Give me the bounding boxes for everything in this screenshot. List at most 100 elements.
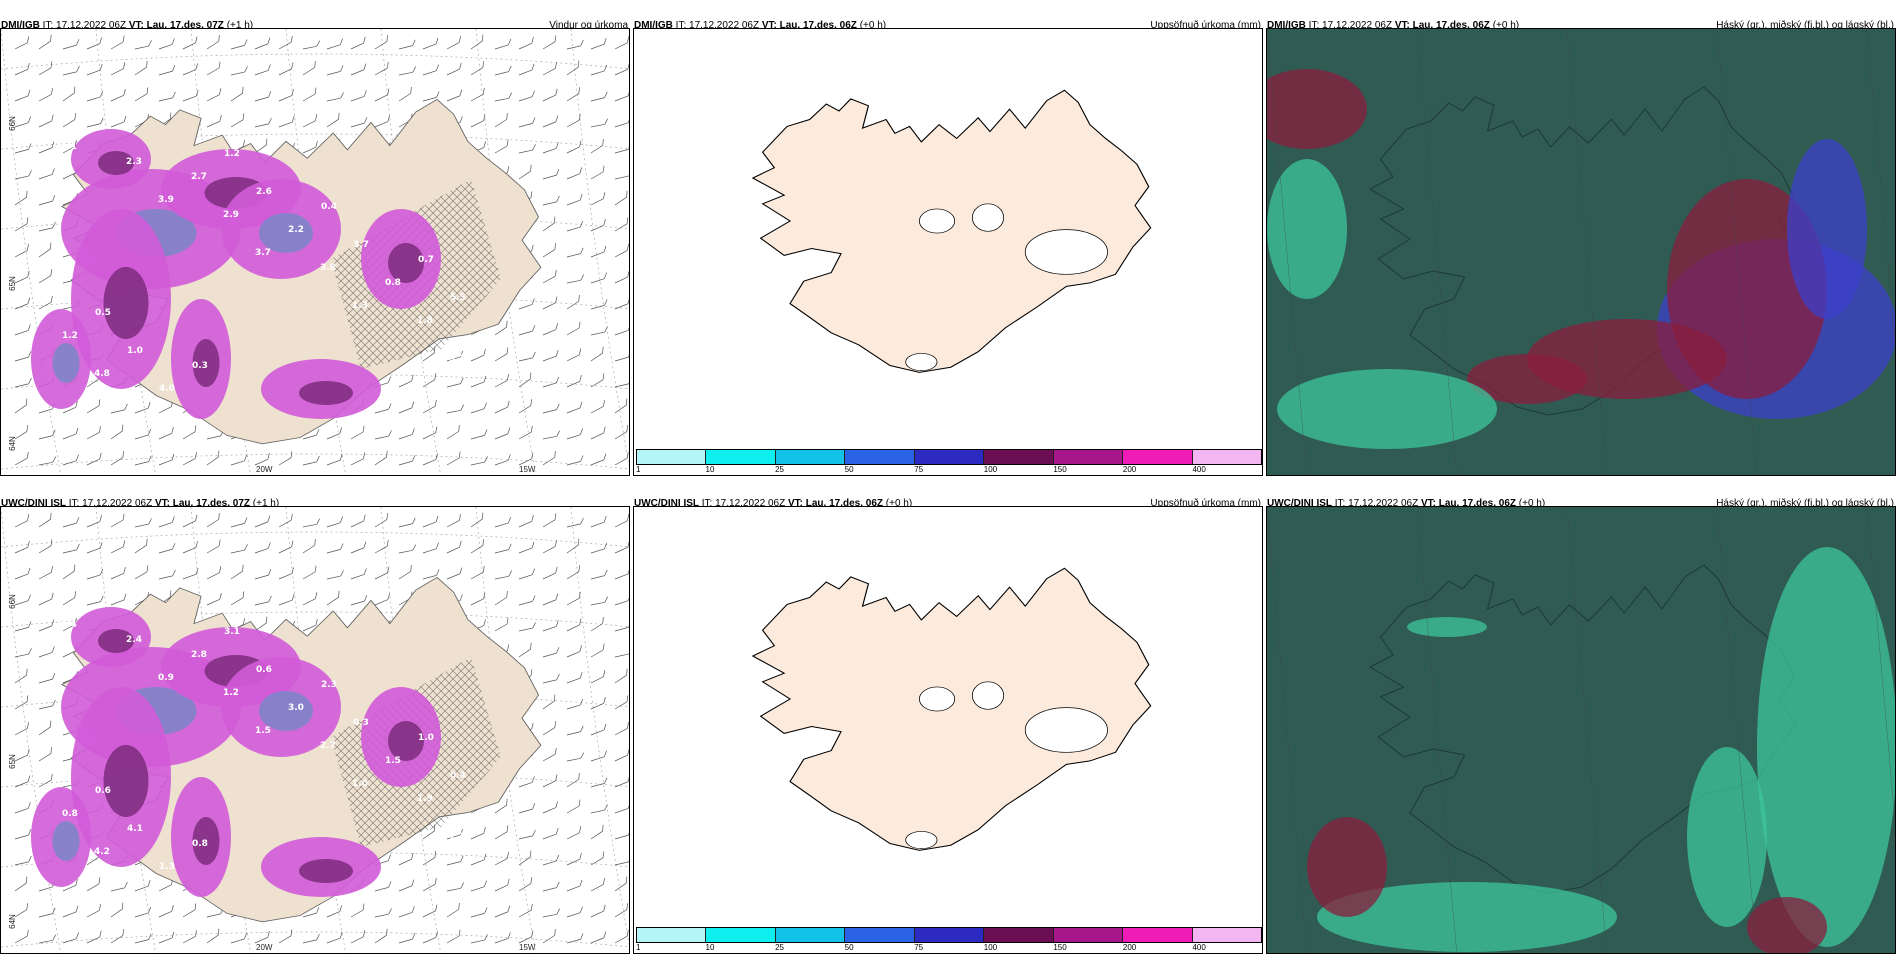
precip-value-label: 2.7 (320, 741, 336, 751)
panel-title: Háský (gr.), miðský (fj.bl.) og lágský (… (1716, 20, 1894, 31)
cloud-area (1787, 139, 1867, 319)
init-time: IT: 17.12.2022 06Z (675, 20, 760, 31)
map-frame[interactable]: 1 10 25 50 75 100 150 200 400 (633, 506, 1263, 954)
panel-wind-precip-uwc: UWC/DINI ISL IT: 17.12.2022 06Z VT: Lau.… (0, 492, 630, 954)
lead-time: (+1 h) (226, 20, 254, 31)
latitude-label: 64N (7, 914, 17, 929)
colorbar-swatch (637, 450, 707, 464)
precip-value-label: 0.8 (192, 839, 208, 849)
cloud-area (1407, 617, 1487, 637)
precip-value-label: 0.9 (158, 673, 174, 683)
latitude-label: 64N (7, 436, 17, 451)
precip-core (52, 343, 80, 383)
precip-value-label: 1.2 (62, 331, 78, 341)
colorbar-tick-label: 75 (914, 943, 924, 952)
panel-title: Háský (gr.), miðský (fj.bl.) og lágský (… (1716, 498, 1894, 509)
colorbar-swatch (1123, 450, 1193, 464)
precip-core (52, 821, 80, 861)
precip-value-label: 1.0 (352, 779, 368, 789)
precip-value-label: 1.5 (385, 756, 401, 766)
init-time: IT: 17.12.2022 06Z (701, 498, 786, 509)
cloud-area (1747, 897, 1827, 953)
lead-time: (+0 h) (1518, 498, 1546, 509)
colorbar-tick-label: 75 (914, 465, 924, 474)
glacier-shape (905, 353, 938, 371)
precip-value-label: 0.6 (256, 665, 272, 675)
glacier-shape (905, 831, 938, 849)
precip-core (192, 817, 220, 865)
colorbar-swatch (1192, 450, 1261, 464)
colorbar-tick-label: 50 (844, 465, 854, 474)
colorbar-tick-label: 100 (983, 943, 998, 952)
init-time: IT: 17.12.2022 06Z (1308, 20, 1393, 31)
precip-value-label: 3.8 (320, 263, 336, 273)
longitude-label: 15W (519, 943, 536, 952)
colorbar-swatch (1053, 928, 1124, 942)
valid-time: VT: Lau. 17.des. 06Z (1420, 498, 1517, 509)
precip-value-label: 0.3 (192, 361, 208, 371)
panel-header: DMI/IGB IT: 17.12.2022 06Z VT: Lau. 17.d… (633, 14, 1263, 38)
colorbar (636, 449, 1262, 465)
valid-time: VT: Lau. 17.des. 07Z (128, 20, 224, 31)
precip-core (388, 721, 424, 761)
init-time: IT: 17.12.2022 06Z (1334, 498, 1419, 509)
panel-clouds-uwc: UWC/DINI ISL IT: 17.12.2022 06Z VT: Lau.… (1266, 492, 1896, 954)
colorbar-swatch (775, 450, 846, 464)
precip-core (103, 267, 149, 339)
lead-time: (+0 h) (885, 498, 913, 509)
panel-header: UWC/DINI ISL IT: 17.12.2022 06Z VT: Lau.… (0, 492, 630, 516)
colorbar-swatch (1053, 450, 1124, 464)
map-frame[interactable]: 1.1 3.9 3.7 1.3 3.7 2.3 2.9 3.8 1.8 4.8 2.7 2.2 0.8 1… (0, 28, 630, 476)
panel-title: Uppsöfnuð úrkoma (mm) (1150, 20, 1261, 31)
colorbar-swatch (914, 450, 985, 464)
colorbar-swatch (914, 928, 985, 942)
precip-value-label: 1.2 (223, 688, 239, 698)
precip-value-label: 3.7 (449, 354, 465, 364)
valid-time: VT: Lau. 17.des. 06Z (761, 20, 857, 31)
valid-time: VT: Lau. 17.des. 06Z (1394, 20, 1490, 31)
panel-header: UWC/DINI ISL IT: 17.12.2022 06Z VT: Lau.… (1266, 492, 1896, 516)
precip-value-label: 2.2 (288, 225, 304, 235)
precip-core (98, 629, 134, 653)
map-frame[interactable]: 1 10 25 50 75 100 150 200 400 (633, 28, 1263, 476)
precip-value-label: 1.3 (159, 862, 175, 872)
colorbar-tick-label: 150 (1053, 465, 1067, 474)
longitude-label: 20W (256, 943, 273, 952)
precip-value-label: 0.7 (418, 255, 434, 265)
glacier-shape (919, 686, 956, 712)
iceland-outline-map (751, 567, 1152, 851)
cloud-area (1317, 882, 1617, 952)
lead-time: (+0 h) (859, 20, 887, 31)
glacier-shape (971, 203, 1005, 232)
colorbar-swatch (775, 928, 846, 942)
colorbar-tick-label: 1 (636, 465, 641, 474)
lead-time: (+0 h) (1492, 20, 1520, 31)
precip-value-label: 4.2 (94, 847, 110, 857)
precip-value-label: 2.3 (321, 680, 337, 690)
precip-value-label: 1.0 (418, 733, 434, 743)
precip-value-label: 3.7 (353, 240, 369, 250)
precip-value-label: 4.0 (159, 384, 175, 394)
iceland-coast (751, 89, 1152, 373)
model-source: UWC/DINI ISL (1267, 498, 1332, 509)
wind-precip-map: 0.4 0.9 1.5 1.0 1.3 2.4 1.2 2.7 1.9 4.2 2.8 3.0 1.5 0… (1, 507, 629, 953)
latitude-label: 65N (7, 754, 17, 769)
map-frame[interactable] (1266, 506, 1896, 954)
colorbar-swatch (845, 450, 915, 464)
colorbar-ticks: 1 10 25 50 75 100 150 200 400 (636, 943, 1262, 953)
iceland-coast (751, 567, 1152, 851)
precip-core (299, 381, 353, 405)
map-frame[interactable] (1266, 28, 1896, 476)
precip-value-label: 0.8 (62, 809, 78, 819)
precip-value-label: 2.8 (191, 650, 207, 660)
panel-header: UWC/DINI ISL IT: 17.12.2022 06Z VT: Lau.… (633, 492, 1263, 516)
colorbar-swatch (984, 928, 1054, 942)
model-source: DMI/IGB (1, 20, 40, 31)
colorbar-ticks: 1 10 25 50 75 100 150 200 400 (636, 465, 1262, 475)
valid-time: VT: Lau. 17.des. 07Z (154, 498, 251, 509)
model-source: DMI/IGB (634, 20, 673, 31)
precip-value-label: 2.7 (191, 172, 207, 182)
map-frame[interactable]: 0.4 0.9 1.5 1.0 1.3 2.4 1.2 2.7 1.9 4.2 2.8 3.0 1.5 0… (0, 506, 630, 954)
glacier-shape (971, 681, 1005, 710)
colorbar-swatch (1192, 928, 1261, 942)
